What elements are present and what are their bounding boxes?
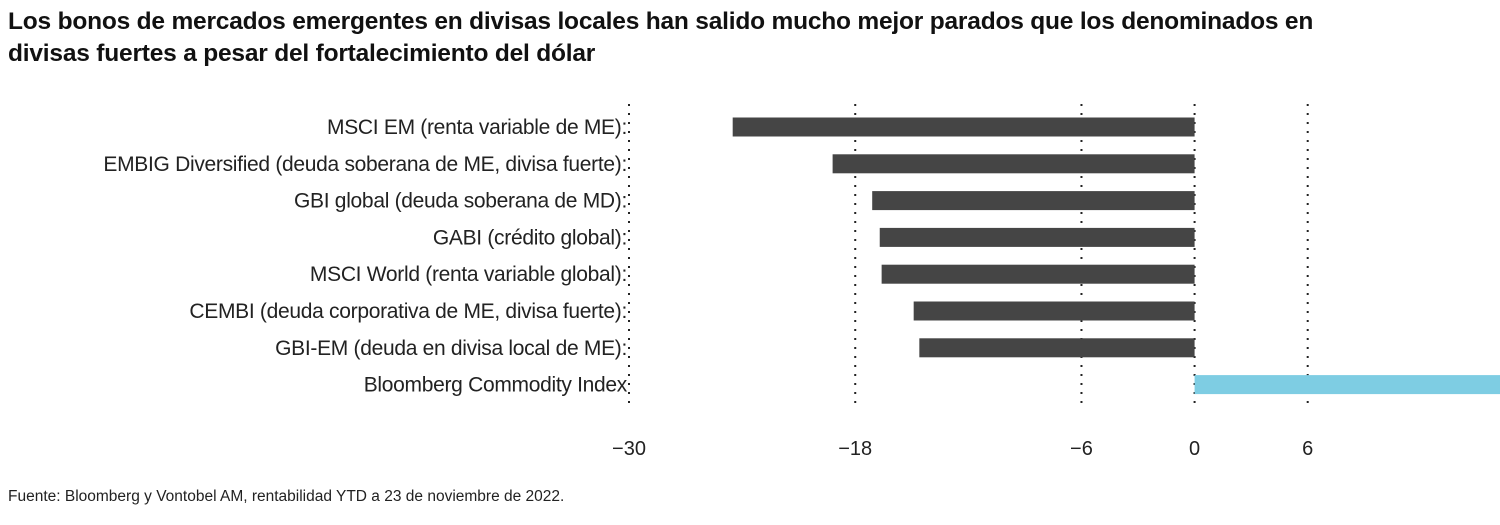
bar — [872, 191, 1195, 211]
category-label: GABI (crédito global): — [433, 226, 627, 249]
category-label: GBI global (deuda soberana de MD): — [294, 190, 627, 213]
category-label: GBI-EM (deuda en divisa local de ME): — [275, 337, 627, 360]
category-label: Bloomberg Commodity Index — [364, 374, 628, 397]
bar — [919, 338, 1195, 358]
source-note: Fuente: Bloomberg y Vontobel AM, rentabi… — [8, 488, 565, 505]
x-tick-label: −30 — [612, 438, 646, 460]
bar — [879, 227, 1195, 247]
bar — [732, 117, 1195, 137]
x-tick-label: −18 — [838, 438, 872, 460]
chart-title-line-1: Los bonos de mercados emergentes en divi… — [8, 8, 1314, 35]
category-label: CEMBI (deuda corporativa de ME, divisa f… — [189, 300, 627, 323]
category-label: MSCI EM (renta variable de ME): — [327, 116, 627, 139]
chart-title: Los bonos de mercados emergentes en divi… — [8, 6, 1500, 70]
category-label: EMBIG Diversified (deuda soberana de ME,… — [103, 153, 627, 176]
x-tick-label: −6 — [1070, 438, 1093, 460]
bar — [913, 301, 1195, 321]
x-tick-label: 6 — [1302, 438, 1313, 460]
bar — [881, 264, 1195, 284]
bar — [832, 154, 1195, 174]
category-label: MSCI World (renta variable global): — [310, 263, 627, 286]
x-tick-label: 0 — [1189, 438, 1200, 460]
chart-title-line-2: divisas fuertes a pesar del fortalecimie… — [8, 40, 596, 67]
bar — [1194, 375, 1500, 395]
